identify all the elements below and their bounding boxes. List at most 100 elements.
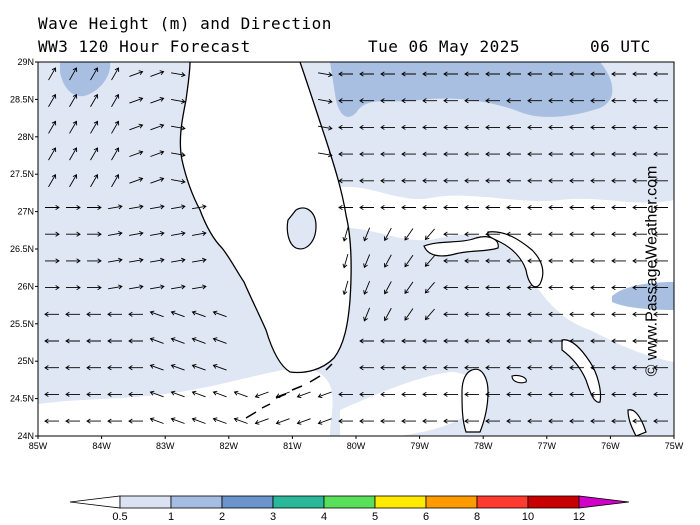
- wave-direction-arrow: [86, 365, 101, 371]
- wave-direction-arrow: [653, 311, 668, 317]
- wave-direction-arrow: [590, 365, 605, 371]
- wave-direction-arrow: [171, 231, 186, 237]
- wave-direction-arrow: [401, 98, 416, 104]
- wave-direction-arrow: [171, 152, 186, 158]
- wave-direction-arrow: [66, 231, 81, 237]
- wave-direction-arrow: [422, 204, 437, 211]
- wave-direction-arrow: [111, 93, 120, 107]
- wave-direction-arrow: [383, 227, 392, 242]
- forecast-time: 06 UTC: [590, 37, 651, 56]
- wave-direction-arrow: [506, 151, 521, 157]
- wave-direction-arrow: [87, 258, 102, 264]
- wave-direction-arrow: [363, 254, 371, 269]
- wave-direction-arrow: [590, 418, 605, 424]
- wave-direction-arrow: [422, 124, 437, 130]
- colorbar-segment: [323, 495, 376, 509]
- wave-direction-arrow: [422, 178, 437, 184]
- wave-direction-arrow: [506, 338, 521, 344]
- eleuthera: [561, 339, 602, 403]
- wave-direction-arrow: [69, 120, 78, 134]
- wave-direction-arrow: [443, 311, 458, 317]
- wave-direction-arrow: [44, 391, 59, 397]
- wave-direction-arrow: [380, 365, 395, 371]
- wave-direction-arrow: [128, 365, 143, 371]
- wave-direction-arrow: [443, 204, 458, 211]
- wave-direction-arrow: [363, 307, 371, 322]
- colorbar-segment: [527, 495, 580, 509]
- lat-tick-label: 25.5N: [10, 319, 34, 329]
- wave-direction-arrow: [632, 231, 647, 237]
- wave-direction-arrow: [107, 311, 122, 317]
- wave-direction-arrow: [318, 98, 333, 104]
- wave-direction-arrow: [401, 391, 416, 397]
- wave-direction-arrow: [632, 285, 647, 291]
- wave-direction-arrow: [424, 255, 435, 267]
- wave-direction-arrow: [108, 231, 123, 237]
- wave-direction-arrow: [590, 124, 605, 130]
- wave-direction-arrow: [383, 254, 392, 268]
- wave-direction-arrow: [548, 258, 563, 264]
- andros-island: [461, 368, 489, 433]
- colorbar-label: 12: [573, 511, 585, 523]
- wave-direction-arrow: [464, 178, 479, 184]
- wave-direction-arrow: [318, 125, 333, 131]
- wave-direction-arrow: [359, 178, 374, 184]
- wave-direction-arrow: [87, 285, 102, 291]
- wave-direction-arrow: [69, 174, 78, 188]
- wave-direction-arrow: [404, 281, 414, 295]
- wave-direction-arrow: [86, 418, 101, 424]
- wave-direction-arrow: [401, 418, 416, 424]
- wave-direction-arrow: [45, 204, 60, 211]
- wave-direction-arrow: [69, 147, 78, 161]
- wave-direction-arrow: [86, 311, 101, 317]
- wave-direction-arrow: [48, 67, 57, 81]
- wave-direction-arrow: [191, 310, 206, 318]
- wave-direction-arrow: [590, 231, 605, 237]
- wave-direction-arrow: [590, 311, 605, 317]
- wave-direction-arrow: [527, 231, 542, 237]
- wave-direction-arrow: [338, 151, 353, 157]
- wave-direction-arrow: [611, 204, 626, 211]
- wave-direction-arrow: [443, 178, 458, 184]
- wave-direction-arrow: [548, 151, 563, 157]
- wave-direction-arrow: [380, 124, 395, 130]
- wave-direction-arrow: [342, 280, 349, 296]
- colorbar-label: 1: [168, 511, 174, 523]
- lat-tick-label: 27N: [17, 207, 34, 217]
- wave-direction-arrow: [527, 124, 542, 130]
- wave-direction-arrow: [150, 177, 165, 184]
- wave-direction-arrow: [653, 71, 668, 77]
- wave-direction-arrow: [170, 364, 185, 371]
- wave-direction-arrow: [150, 231, 165, 237]
- wave-direction-arrow: [129, 231, 144, 237]
- wave-direction-arrow: [212, 417, 227, 424]
- wave-direction-arrow: [424, 228, 435, 241]
- wave-direction-arrow: [653, 124, 668, 130]
- wave-direction-arrow: [107, 365, 122, 371]
- wave-direction-arrow: [443, 258, 458, 264]
- wave-direction-arrow: [569, 338, 584, 344]
- lon-tick-label: 84W: [92, 441, 111, 451]
- wave-direction-arrow: [506, 258, 521, 264]
- wave-direction-arrow: [422, 418, 437, 424]
- site-credit: © www.PassageWeather.com: [643, 165, 661, 377]
- wave-direction-arrow: [170, 337, 185, 344]
- wave-direction-arrow: [485, 151, 500, 157]
- wave-direction-arrow: [422, 98, 437, 104]
- wave-direction-arrow: [485, 124, 500, 130]
- wave-direction-arrow: [129, 97, 144, 104]
- wave-direction-arrow: [192, 204, 207, 210]
- wave-direction-arrow: [443, 98, 458, 104]
- wave-direction-arrow: [296, 418, 311, 425]
- wave-direction-arrow: [191, 364, 206, 371]
- wave-direction-arrow: [108, 204, 123, 210]
- colorbar-label: 2: [219, 511, 225, 523]
- wave-direction-arrow: [569, 311, 584, 317]
- wave-direction-arrow: [380, 98, 395, 104]
- wave-direction-arrow: [422, 151, 437, 157]
- wave-direction-arrow: [424, 282, 435, 294]
- wave-direction-arrow: [485, 285, 500, 291]
- wave-direction-arrow: [485, 258, 500, 264]
- wave-direction-arrow: [632, 124, 647, 130]
- wave-direction-arrow: [86, 338, 101, 344]
